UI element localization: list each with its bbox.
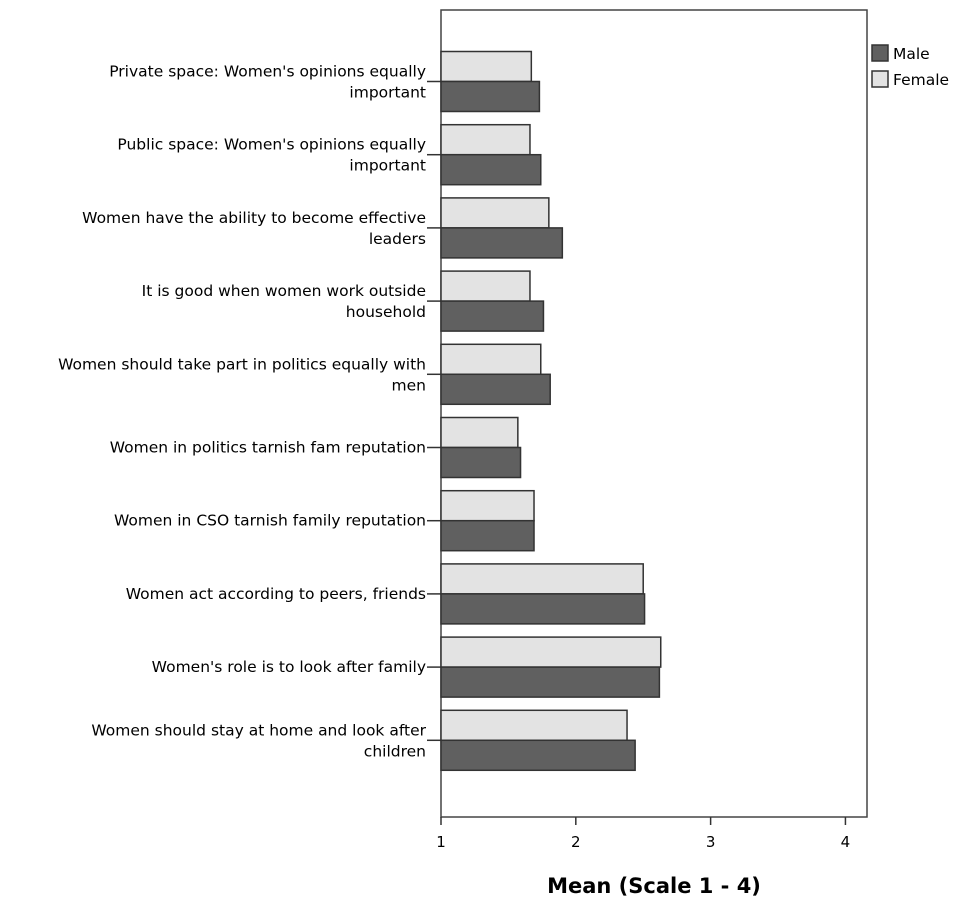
- x-axis-title: Mean (Scale 1 - 4): [547, 874, 761, 898]
- x-tick-label-3: 3: [706, 833, 716, 851]
- category-label-6: Women in politics tarnish fam reputation: [110, 439, 426, 457]
- bar-male-6: [440, 446, 522, 479]
- bar-male-4: [440, 300, 545, 332]
- bar-male-7: [440, 519, 535, 552]
- category-label-3-line-1: Women have the ability to become effecti…: [82, 209, 426, 227]
- legend: Male Female: [871, 44, 949, 89]
- x-tick-label-2: 2: [571, 833, 581, 851]
- bar-female-5: [440, 343, 542, 376]
- category-labels: Private space: Women's opinions equally i…: [58, 63, 441, 760]
- bar-female-9: [440, 636, 662, 668]
- category-label-1-line-1: Private space: Women's opinions equally: [109, 63, 426, 81]
- bar-female-2: [440, 123, 531, 156]
- category-label-5-line-2: men: [392, 376, 426, 394]
- legend-swatch-female: [871, 70, 889, 88]
- bar-female-10: [440, 709, 628, 742]
- bar-female-3: [440, 197, 550, 229]
- category-label-1-line-2: important: [349, 84, 426, 102]
- legend-swatch-male: [871, 44, 889, 62]
- bar-male-9: [440, 666, 661, 698]
- x-axis: 1 2 3 4: [436, 817, 850, 851]
- bar-female-1: [440, 50, 533, 83]
- category-label-4-line-1: It is good when women work outside: [142, 282, 426, 300]
- category-label-9: Women's role is to look after family: [152, 658, 426, 676]
- category-label-2-line-2: important: [349, 157, 426, 175]
- bar-female-4: [440, 270, 531, 302]
- x-tick-label-4: 4: [841, 833, 851, 851]
- bars-group: [440, 50, 662, 772]
- bar-male-2: [440, 153, 542, 186]
- bar-female-6: [440, 416, 519, 449]
- category-label-2-line-1: Public space: Women's opinions equally: [117, 136, 426, 154]
- category-label-4-line-2: household: [346, 303, 426, 321]
- category-label-5-line-1: Women should take part in politics equal…: [58, 355, 426, 373]
- bar-male-10: [440, 739, 636, 772]
- bar-male-3: [440, 227, 564, 259]
- category-label-10-line-2: children: [364, 742, 426, 760]
- legend-label-female: Female: [893, 71, 949, 89]
- bar-male-8: [440, 593, 646, 625]
- bar-female-8: [440, 563, 644, 595]
- legend-label-male: Male: [893, 45, 930, 63]
- bar-male-5: [440, 373, 551, 406]
- category-label-8: Women act according to peers, friends: [126, 585, 426, 603]
- bar-male-1: [440, 80, 541, 113]
- bar-female-7: [440, 489, 535, 522]
- x-tick-label-1: 1: [436, 833, 446, 851]
- category-label-3-line-2: leaders: [369, 230, 426, 248]
- category-label-7: Women in CSO tarnish family reputation: [114, 512, 426, 530]
- category-label-10-line-1: Women should stay at home and look after: [91, 721, 426, 739]
